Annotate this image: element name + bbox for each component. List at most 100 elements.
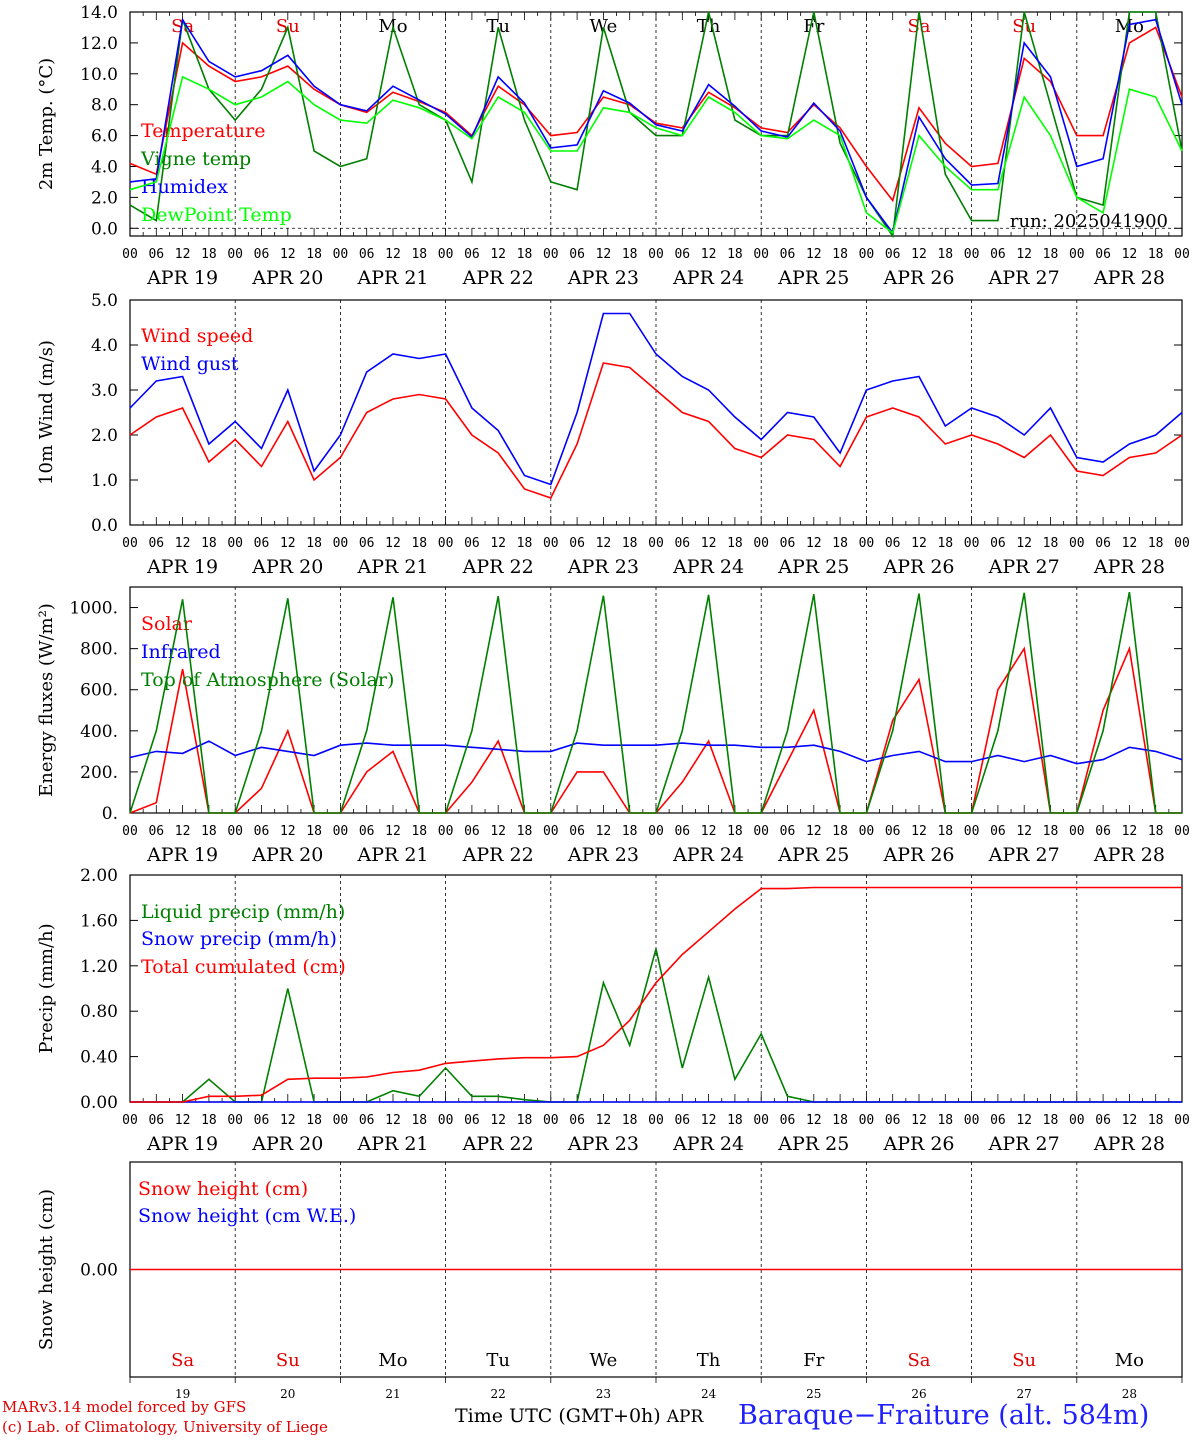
day-name-label: Fr	[803, 16, 824, 37]
hour-tick-label: 00	[227, 824, 243, 839]
hour-tick-label: 18	[411, 536, 427, 551]
hour-tick-label: 06	[674, 536, 690, 551]
hour-tick-label: 18	[622, 247, 638, 262]
y-tick-label: 0.00	[80, 1093, 118, 1113]
hour-tick-label: 12	[1122, 247, 1138, 262]
hour-tick-label: 00	[122, 824, 138, 839]
hour-tick-label: 06	[464, 1113, 480, 1128]
y-tick-label: 2.00	[80, 866, 118, 886]
station-title: Baraque−Fraiture (alt. 584m)	[738, 1400, 1150, 1431]
hour-tick-label: 00	[964, 824, 980, 839]
hour-tick-label: 12	[596, 536, 612, 551]
hour-tick-label: 18	[306, 824, 322, 839]
hour-tick-label: 12	[701, 1113, 717, 1128]
hour-tick-label: 12	[911, 824, 927, 839]
legend-entry: Snow height (cm)	[138, 1178, 308, 1200]
date-label: APR 23	[567, 844, 639, 866]
date-label: APR 27	[988, 556, 1060, 578]
hour-tick-label: 06	[148, 824, 164, 839]
date-label: APR 23	[567, 556, 639, 578]
hour-tick-label: 12	[175, 824, 191, 839]
hour-tick-label: 12	[490, 247, 506, 262]
day-name-label: Su	[1012, 1350, 1036, 1371]
y-tick-label: 1.60	[80, 911, 118, 931]
date-label: APR 26	[882, 844, 954, 866]
hour-tick-label: 12	[596, 824, 612, 839]
date-label: APR 27	[988, 1133, 1060, 1155]
hour-tick-label: 00	[859, 247, 875, 262]
y-axis-label: Energy fluxes (W/m²)	[36, 603, 57, 797]
hour-tick-label: 00	[543, 536, 559, 551]
hour-tick-label: 00	[753, 824, 769, 839]
date-label: APR 27	[988, 844, 1060, 866]
date-label: APR 21	[356, 1133, 428, 1155]
hour-tick-label: 12	[1016, 1113, 1032, 1128]
series-line	[129, 740, 1183, 765]
hour-tick-label: 18	[1043, 824, 1059, 839]
hour-tick-label: 00	[438, 247, 454, 262]
day-number-label: 21	[385, 1387, 400, 1401]
hour-tick-label: 06	[464, 247, 480, 262]
hour-tick-label: 18	[201, 536, 217, 551]
hour-tick-label: 18	[201, 247, 217, 262]
hour-tick-label: 06	[569, 824, 585, 839]
hour-tick-label: 00	[1174, 1113, 1190, 1128]
hour-tick-label: 18	[306, 247, 322, 262]
hour-tick-label: 18	[937, 824, 953, 839]
hour-tick-label: 06	[885, 1113, 901, 1128]
hour-tick-label: 00	[859, 1113, 875, 1128]
hour-tick-label: 06	[990, 1113, 1006, 1128]
y-tick-label: 4.0	[91, 157, 118, 177]
date-label: APR 24	[672, 556, 744, 578]
hour-tick-label: 12	[280, 536, 296, 551]
hour-tick-label: 12	[701, 824, 717, 839]
hour-tick-label: 06	[254, 1113, 270, 1128]
hour-tick-label: 06	[148, 536, 164, 551]
hour-tick-label: 12	[1016, 536, 1032, 551]
date-label: APR 28	[1093, 556, 1165, 578]
hour-tick-label: 12	[701, 536, 717, 551]
hour-tick-label: 06	[885, 824, 901, 839]
hour-tick-label: 18	[1043, 247, 1059, 262]
hour-tick-label: 18	[1148, 536, 1164, 551]
hour-tick-label: 18	[306, 1113, 322, 1128]
day-number-label: 19	[175, 1387, 190, 1401]
hour-tick-label: 18	[937, 1113, 953, 1128]
hour-tick-label: 12	[490, 1113, 506, 1128]
y-tick-label: 0.00	[80, 1261, 118, 1281]
legend-entry: DewPoint Temp	[141, 204, 292, 226]
y-tick-label: 0.80	[80, 1002, 118, 1022]
hour-tick-label: 12	[1122, 536, 1138, 551]
y-tick-label: 600.	[80, 681, 118, 701]
hour-tick-label: 00	[543, 247, 559, 262]
series-line	[129, 591, 1182, 814]
hour-tick-label: 18	[937, 536, 953, 551]
series-line	[129, 312, 1183, 486]
hour-tick-label: 06	[780, 824, 796, 839]
series-line	[129, 11, 1183, 239]
date-label: APR 24	[672, 267, 744, 289]
y-tick-label: 800.	[80, 640, 118, 660]
date-label: APR 22	[462, 1133, 534, 1155]
hour-tick-label: 00	[543, 1113, 559, 1128]
hour-tick-label: 06	[1095, 247, 1111, 262]
legend-entry: Vigne temp	[140, 148, 251, 170]
hour-tick-label: 00	[859, 824, 875, 839]
date-label: APR 28	[1093, 844, 1165, 866]
date-label: APR 19	[146, 1133, 218, 1155]
hour-tick-label: 06	[148, 247, 164, 262]
series-line	[129, 17, 1183, 235]
hour-tick-label: 00	[1174, 247, 1190, 262]
y-tick-label: 12.0	[80, 34, 118, 54]
date-label: APR 20	[251, 1133, 323, 1155]
legend-entry: Wind speed	[141, 325, 253, 347]
y-tick-label: 200.	[80, 763, 118, 783]
date-label: APR 24	[672, 844, 744, 866]
hour-tick-label: 06	[569, 536, 585, 551]
hour-tick-label: 00	[648, 536, 664, 551]
y-tick-label: 10.0	[80, 65, 118, 85]
legend-entry: Wind gust	[141, 353, 239, 375]
y-axis-label: Precip (mm/h)	[36, 923, 57, 1053]
hour-tick-label: 12	[490, 536, 506, 551]
day-name-label: Sa	[171, 1350, 194, 1371]
